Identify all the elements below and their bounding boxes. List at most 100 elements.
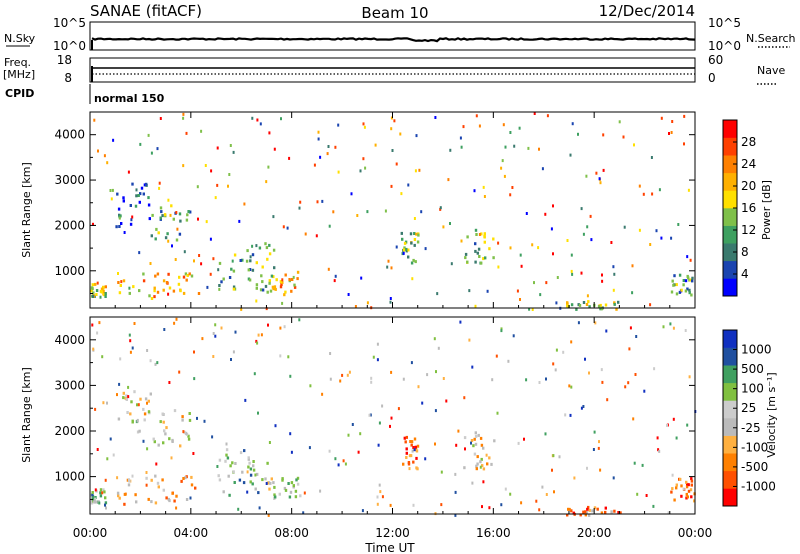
data-cell [193, 350, 195, 354]
data-cell [497, 241, 500, 245]
data-cell [193, 259, 195, 263]
colorbar-swatch [723, 488, 737, 507]
data-cell [267, 165, 270, 169]
nave-tick-top: 60 [708, 53, 723, 67]
data-cell [95, 293, 98, 296]
data-cell [660, 116, 663, 120]
colorbar-tick-label: 28 [741, 135, 756, 149]
data-cell [473, 189, 476, 193]
data-cell [405, 247, 408, 251]
data-cell [602, 168, 605, 172]
data-cell [216, 146, 219, 150]
data-cell [463, 436, 467, 440]
data-cell [290, 481, 294, 485]
data-cell [182, 275, 186, 279]
data-cell [517, 441, 520, 445]
data-cell [390, 266, 393, 270]
data-cell [554, 368, 557, 372]
data-cell [594, 321, 597, 325]
data-cell [571, 272, 574, 276]
data-cell [368, 413, 371, 417]
data-cell [466, 260, 469, 264]
data-cell [464, 252, 468, 256]
data-cell [334, 274, 337, 278]
data-cell [673, 498, 676, 502]
data-cell [564, 413, 567, 417]
data-cell [167, 292, 170, 296]
data-cell [138, 429, 141, 433]
data-cell [128, 333, 131, 337]
data-cell [255, 244, 258, 248]
data-cell [187, 210, 190, 213]
data-cell [289, 490, 293, 494]
data-cell [117, 281, 120, 284]
data-cell [273, 485, 276, 489]
data-cell [127, 385, 130, 389]
data-cell [116, 393, 118, 397]
power-ylabel: Slant Range [km] [20, 162, 33, 258]
data-cell [296, 277, 299, 281]
data-cell [220, 326, 223, 330]
data-cell [251, 482, 254, 486]
data-cell [220, 280, 223, 284]
colorbar-swatch [723, 418, 737, 436]
x-tick-label: 00:00 [678, 526, 713, 540]
data-cell [357, 450, 360, 454]
data-cell [216, 183, 219, 187]
data-cell [668, 132, 670, 135]
data-cell [437, 346, 440, 350]
freq-panel [89, 57, 696, 83]
data-cell [376, 358, 379, 362]
data-cell [98, 501, 101, 505]
data-cell [119, 357, 122, 361]
data-cell [519, 298, 521, 301]
data-cell [153, 440, 156, 444]
data-cell [566, 304, 569, 308]
data-cell [690, 479, 694, 483]
data-cell [123, 502, 126, 506]
data-cell [464, 447, 466, 451]
data-cell [268, 279, 271, 283]
data-cell [401, 237, 404, 241]
data-cell [631, 291, 634, 295]
data-cell [168, 286, 172, 290]
colorbar-tick-label: 20 [741, 179, 756, 193]
data-cell [249, 480, 252, 484]
data-cell [228, 276, 232, 279]
data-cell [658, 188, 661, 192]
data-cell [154, 474, 157, 478]
data-cell [512, 334, 515, 338]
data-cell [689, 258, 692, 262]
data-cell [573, 476, 576, 480]
data-cell [172, 289, 176, 293]
data-cell [555, 301, 558, 305]
data-cell [686, 255, 689, 259]
data-cell [97, 149, 99, 153]
data-cell [584, 513, 587, 517]
data-cell [531, 243, 534, 247]
data-cell [348, 370, 351, 374]
data-cell [231, 259, 234, 263]
velocity-ylabel: Slant Range [km] [20, 367, 33, 463]
data-cell [400, 231, 403, 235]
data-cell [294, 495, 298, 499]
data-cell [690, 293, 693, 297]
power-colorbar: 28 24 20 16 12 8 4 [722, 119, 756, 297]
data-cell [173, 321, 176, 325]
data-cell [416, 467, 419, 471]
data-cell [439, 206, 442, 210]
data-cell [106, 401, 108, 405]
data-cell [326, 152, 329, 156]
data-cell [482, 446, 485, 450]
data-cell [120, 222, 123, 225]
data-cell [675, 436, 678, 440]
data-cell [230, 358, 232, 361]
data-cell [131, 346, 134, 350]
data-cell [414, 260, 417, 264]
data-cell [553, 490, 555, 494]
data-cell [104, 496, 107, 500]
data-cell [274, 495, 277, 499]
data-cell [184, 431, 188, 435]
data-cell [214, 323, 217, 327]
data-cell [94, 407, 97, 411]
